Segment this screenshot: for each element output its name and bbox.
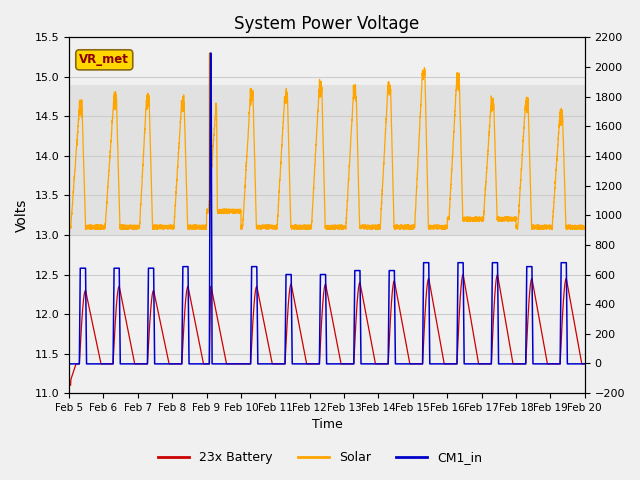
X-axis label: Time: Time [312,419,342,432]
Text: VR_met: VR_met [79,53,129,66]
Title: System Power Voltage: System Power Voltage [234,15,420,33]
Legend: 23x Battery, Solar, CM1_in: 23x Battery, Solar, CM1_in [153,446,487,469]
Bar [69,85,585,235]
Y-axis label: Volts: Volts [15,199,29,232]
